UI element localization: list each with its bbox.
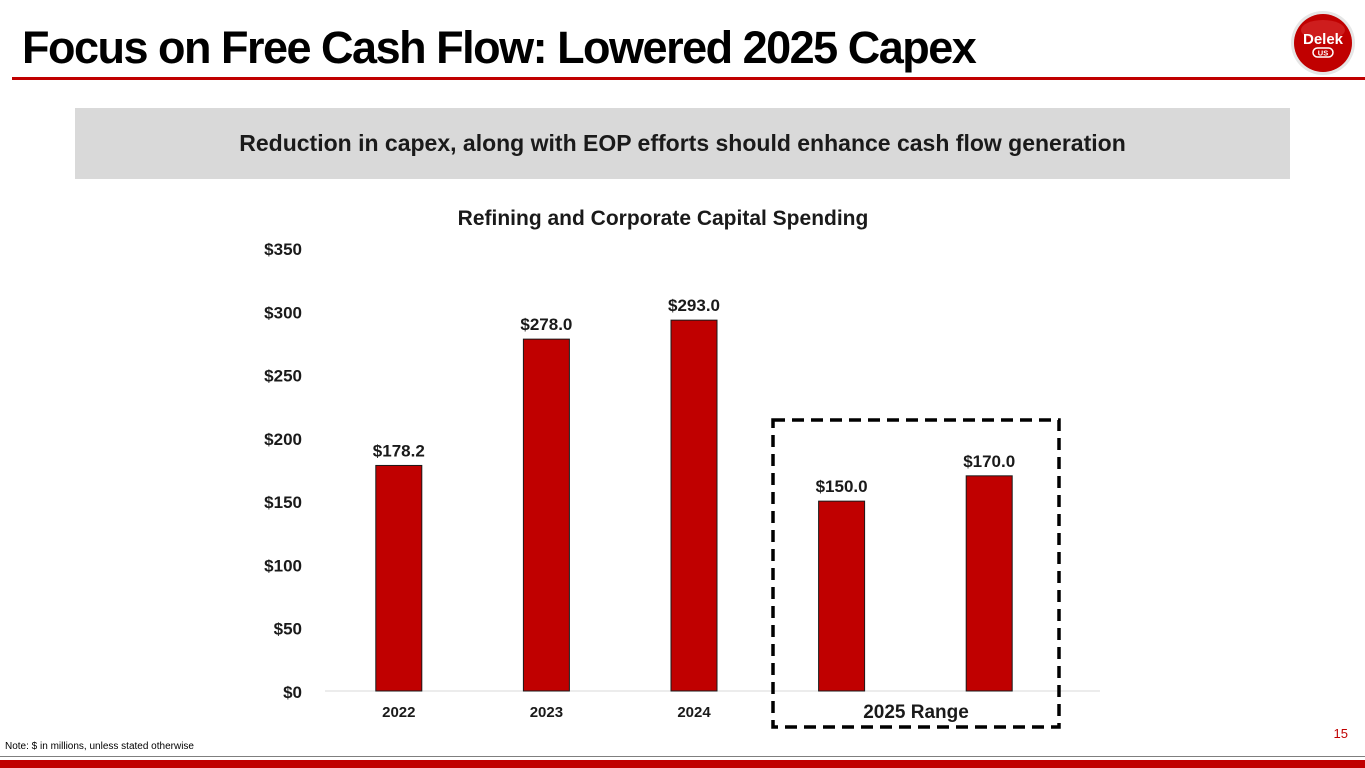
delek-us-logo-icon: Delek US bbox=[1291, 11, 1355, 75]
bar-data-label: $278.0 bbox=[520, 315, 572, 334]
title-underline bbox=[12, 77, 1365, 80]
y-tick-label: $200 bbox=[264, 430, 302, 449]
bars bbox=[375, 319, 1013, 692]
y-tick-label: $0 bbox=[283, 683, 302, 702]
bar bbox=[965, 475, 1013, 692]
slide-title: Focus on Free Cash Flow: Lowered 2025 Ca… bbox=[22, 22, 977, 73]
bar bbox=[670, 319, 718, 692]
x-axis: 2022 2023 2024 bbox=[382, 704, 711, 721]
y-tick-label: $150 bbox=[264, 493, 302, 512]
y-tick-label: $300 bbox=[264, 303, 302, 322]
page-number: 15 bbox=[1333, 726, 1348, 741]
footer-bar bbox=[0, 760, 1365, 768]
bar bbox=[522, 338, 570, 692]
banner-text: Reduction in capex, along with EOP effor… bbox=[239, 130, 1126, 156]
bar bbox=[375, 464, 423, 692]
bar-data-label: $170.0 bbox=[963, 452, 1015, 471]
data-labels: $178.2 $278.0 $293.0 $150.0 $170.0 bbox=[373, 296, 1015, 496]
y-tick-label: $50 bbox=[274, 620, 302, 639]
y-axis: $0 $50 $100 $150 $200 $250 $300 $350 bbox=[264, 240, 302, 702]
footer-rule bbox=[0, 756, 1365, 757]
x-tick-label: 2022 bbox=[382, 704, 415, 721]
logo-sub-text: US bbox=[1318, 49, 1328, 58]
bar-data-label: $178.2 bbox=[373, 441, 425, 460]
y-tick-label: $350 bbox=[264, 240, 302, 259]
range-2025-box bbox=[771, 418, 1061, 729]
chart-title: Refining and Corporate Capital Spending bbox=[458, 207, 869, 230]
y-tick-label: $250 bbox=[264, 367, 302, 386]
x-tick-label: 2024 bbox=[677, 704, 711, 721]
bar bbox=[818, 500, 866, 692]
key-message-banner: Reduction in capex, along with EOP effor… bbox=[75, 108, 1290, 179]
x-tick-label: 2023 bbox=[530, 704, 563, 721]
bar-data-label: $293.0 bbox=[668, 296, 720, 315]
bar-data-label: $150.0 bbox=[816, 477, 868, 496]
footnote: Note: $ in millions, unless stated other… bbox=[5, 741, 194, 752]
logo-brand-text: Delek bbox=[1303, 31, 1344, 48]
range-2025-label: 2025 Range bbox=[863, 702, 969, 723]
y-tick-label: $100 bbox=[264, 556, 302, 575]
